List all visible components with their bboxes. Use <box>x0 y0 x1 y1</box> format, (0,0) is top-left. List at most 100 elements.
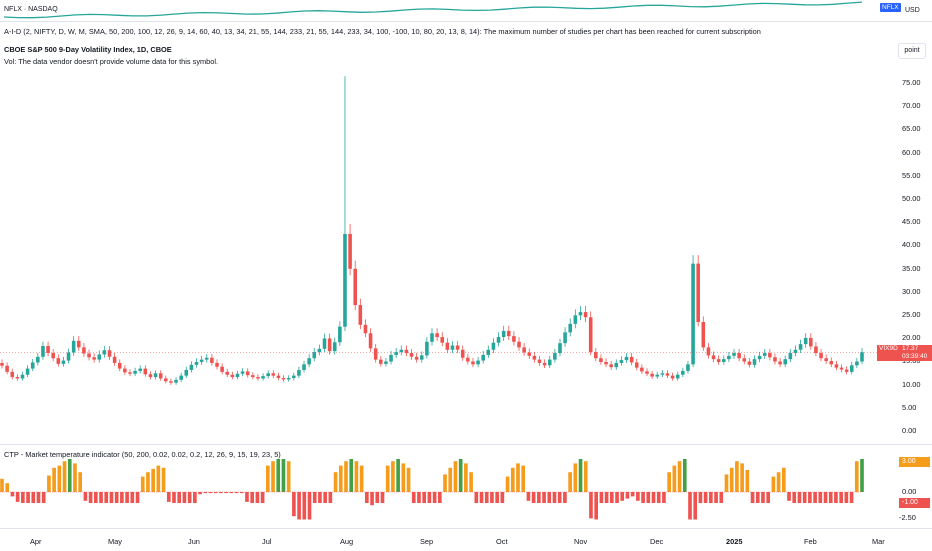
ctp-bar <box>151 468 155 492</box>
ctp-bar <box>797 492 802 503</box>
candle-body <box>660 373 665 375</box>
candle-body <box>716 359 721 362</box>
ctp-bar <box>844 492 849 503</box>
price-tick: 50.00 <box>902 194 921 203</box>
candle-body <box>814 346 818 354</box>
ctp-bar <box>724 474 729 492</box>
candle-body <box>686 364 690 371</box>
ctp-legend[interactable]: CTP - Market temperature indicator (50, … <box>4 450 281 459</box>
study-limit-legend[interactable]: A-I-D (2, NIFTY, D, W, M, SMA, 50, 200, … <box>4 27 761 36</box>
ctp-bar <box>651 492 656 503</box>
ctp-bar <box>849 492 854 503</box>
ctp-bar <box>427 492 432 503</box>
overlay-symbol-label: NFLX · NASDAQ <box>4 6 58 13</box>
candle-body <box>153 373 158 378</box>
candle-body <box>30 362 35 369</box>
candle-body <box>10 371 15 378</box>
ctp-bar <box>391 461 395 492</box>
candle-body <box>824 358 828 362</box>
candle-body <box>783 359 788 365</box>
ctp-bar <box>166 492 171 502</box>
price-tick: 65.00 <box>902 124 921 134</box>
candle-body <box>773 357 777 362</box>
ctp-bar <box>750 492 755 503</box>
main-series-title[interactable]: CBOE S&P 500 9-Day Volatility Index, 1D,… <box>4 45 172 54</box>
ctp-bar <box>88 492 93 503</box>
candle-body <box>614 362 619 368</box>
ctp-bar <box>297 492 301 520</box>
candle-body <box>133 370 137 374</box>
candle-body <box>701 321 706 348</box>
ctp-bar <box>380 492 385 503</box>
candle-body <box>204 357 209 360</box>
candle-body <box>563 332 567 344</box>
ctp-bar <box>677 461 682 492</box>
ctp-bar <box>479 492 484 503</box>
candle-body <box>809 337 813 347</box>
candle-body <box>271 373 276 376</box>
scale-mode-button[interactable]: point <box>898 43 926 59</box>
ctp-bar <box>860 459 864 492</box>
ctp-bar <box>719 492 724 503</box>
ctp-bar <box>193 492 197 503</box>
candle-body <box>286 377 291 380</box>
ctp-bar <box>609 492 614 503</box>
candle-body <box>164 378 168 382</box>
ctp-bar <box>714 492 718 503</box>
candle-body <box>379 359 383 364</box>
ctp-bar <box>21 492 25 503</box>
candle-body <box>532 355 537 360</box>
ctp-bar <box>281 459 286 492</box>
candle-body <box>307 358 311 365</box>
chart-canvas[interactable] <box>0 0 932 528</box>
ctp-bar <box>573 463 578 492</box>
candle-body <box>450 345 455 350</box>
ctp-bar <box>10 492 15 497</box>
candle-body <box>752 359 757 365</box>
ctp-bar <box>260 492 265 503</box>
time-tick: May <box>108 537 122 546</box>
ctp-bar <box>568 472 572 492</box>
time-axis[interactable]: Apr May Jun Jul Aug Sep Oct Nov Dec 2025 Feb Mar <box>0 528 932 551</box>
ctp-bar <box>245 492 249 502</box>
ctp-bar <box>276 459 281 492</box>
price-tick: 30.00 <box>902 286 921 296</box>
ctp-bar <box>537 492 541 503</box>
pane-divider[interactable] <box>0 444 932 445</box>
ctp-bar <box>182 492 187 503</box>
ctp-bar <box>745 470 750 492</box>
ctp-bar <box>265 465 270 492</box>
candle-body <box>276 375 281 378</box>
ctp-bar <box>411 492 416 503</box>
ctp-bar <box>625 492 630 499</box>
symbol-overlay-pane[interactable]: NFLX · NASDAQ NFLX USD <box>0 0 932 22</box>
candle-body <box>291 375 296 378</box>
candle-body <box>409 353 414 357</box>
ctp-bar <box>213 492 218 494</box>
price-tick: 40.00 <box>902 240 921 250</box>
ctp-bar <box>130 492 135 503</box>
ctp-bar <box>698 492 703 503</box>
ctp-bar <box>516 463 520 492</box>
ctp-bar <box>302 492 307 520</box>
ctp-bar <box>0 478 4 492</box>
time-tick: Dec <box>650 537 664 546</box>
ctp-bar <box>620 492 625 501</box>
ctp-bar <box>755 492 760 503</box>
candle-body <box>419 355 424 360</box>
candle-body <box>179 375 183 380</box>
candle-body <box>742 358 747 362</box>
ctp-bar <box>224 492 228 494</box>
ctp-bar <box>563 492 567 503</box>
candle-body <box>235 373 240 378</box>
ctp-bar <box>219 492 223 494</box>
ctp-bar <box>177 492 182 503</box>
candle-body <box>189 364 194 370</box>
candle-body <box>25 368 30 375</box>
candle-body <box>20 374 25 379</box>
ctp-bar <box>531 492 536 503</box>
ctp-bar <box>766 492 771 503</box>
ctp-bar <box>359 465 364 492</box>
candle-body <box>338 326 342 343</box>
ctp-bar <box>323 492 327 503</box>
